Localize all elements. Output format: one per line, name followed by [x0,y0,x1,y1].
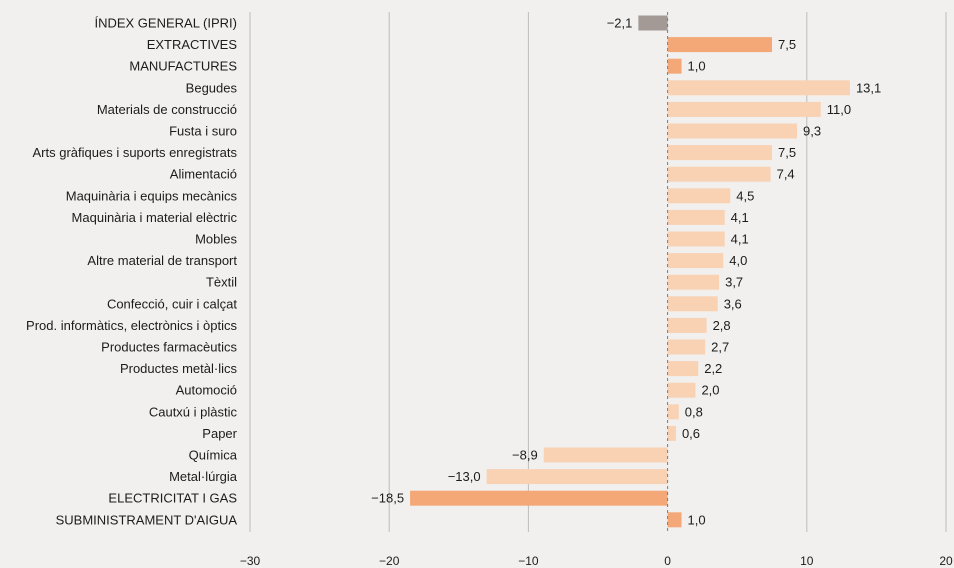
bar [667,382,696,398]
value-label: 4,1 [731,232,749,247]
category-label: Cautxú i plàstic [149,404,238,419]
x-tick-label: 10 [800,554,814,568]
value-label: −8,9 [512,448,538,463]
bar [667,317,707,333]
category-label: Maquinària i material elèctric [72,210,238,225]
category-label: Prod. informàtics, electrònics i òptics [26,318,237,333]
value-label: 4,0 [729,253,747,268]
bar [667,209,725,225]
bar [667,37,772,53]
category-label: Confecció, cuir i calçat [107,296,237,311]
value-label: 3,6 [724,296,742,311]
x-tick-label: −10 [518,554,539,568]
value-label: 9,3 [803,124,821,139]
category-label: ÍNDEX GENERAL (IPRI) [94,16,237,31]
bar [667,296,718,312]
x-tick-label: −30 [240,554,261,568]
value-label: 7,5 [778,145,796,160]
value-label: 4,5 [736,188,754,203]
category-label: MANUFACTURES [129,59,237,74]
category-label: Automoció [176,383,237,398]
value-label: 7,4 [777,167,795,182]
bar [667,80,850,96]
x-tick-label: 20 [939,554,953,568]
x-tick-label: 0 [664,554,671,568]
bar [667,274,720,290]
bar [667,188,731,204]
value-label: 2,2 [704,361,722,376]
x-tick-labels: −30 −20 −10 0 10 20 [240,554,953,568]
x-tick-label: −20 [379,554,400,568]
bar [638,15,668,31]
bar [543,447,668,463]
bar [667,101,821,117]
value-label: 1,0 [688,512,706,527]
category-label: Alimentació [170,167,237,182]
category-labels: ÍNDEX GENERAL (IPRI) EXTRACTIVES MANUFACTU… [26,16,238,528]
category-label: SUBMINISTRAMENT D'AIGUA [56,512,238,527]
value-label: 7,5 [778,37,796,52]
category-label: Maquinària i equips mecànics [66,188,238,203]
bar [667,361,699,377]
bar [667,425,676,441]
bar [410,490,668,506]
category-label: Altre material de transport [87,253,237,268]
category-label: ELECTRICITAT I GAS [108,491,237,506]
value-label: 2,0 [701,383,719,398]
value-labels: −2,1 7,5 1,0 13,1 11,0 9,3 7,5 7,4 4,5 4,1 4,1 4,0 3… [371,16,881,528]
value-label: 11,0 [827,102,851,117]
value-label: 1,0 [688,59,706,74]
category-label: Materials de construcció [97,102,237,117]
category-label: Arts gràfiques i suports enregistrats [33,145,238,160]
category-label: Mobles [195,232,237,247]
value-label: −2,1 [607,16,633,31]
bars [410,15,850,528]
value-label: 2,7 [711,340,729,355]
category-label: Begudes [186,80,238,95]
value-label: 2,8 [713,318,731,333]
value-label: 13,1 [856,80,881,95]
value-label: 3,7 [725,275,743,290]
value-label: 0,8 [685,404,703,419]
category-label: Metal·lúrgia [169,469,238,484]
bar [667,339,706,355]
value-label: 0,6 [682,426,700,441]
bar [667,58,682,74]
category-label: Química [189,448,238,463]
category-label: EXTRACTIVES [147,37,238,52]
category-label: Productes farmacèutics [101,340,237,355]
category-label: Fusta i suro [169,124,237,139]
bar [667,404,679,420]
bar [667,166,771,182]
grid-lines [249,12,947,532]
value-label: 4,1 [731,210,749,225]
category-label: Paper [202,426,237,441]
category-label: Productes metàl·lics [120,361,238,376]
bar [667,253,724,269]
bar [667,123,798,139]
value-label: −18,5 [371,491,404,506]
bar [667,512,682,528]
bar [667,231,725,247]
bar [667,145,772,161]
value-label: −13,0 [448,469,481,484]
category-label: Tèxtil [206,275,237,290]
bar [486,469,668,485]
